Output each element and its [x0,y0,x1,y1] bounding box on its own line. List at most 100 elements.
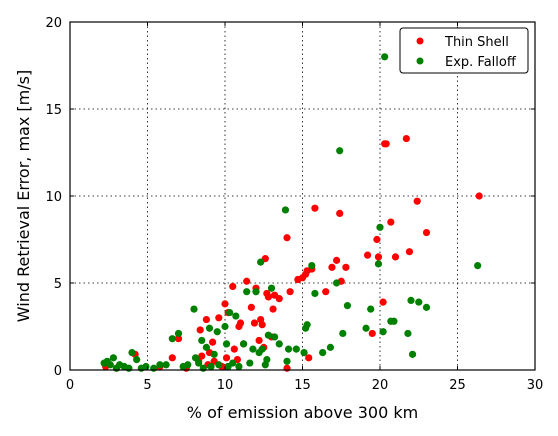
exp-falloff-point [249,345,257,353]
x-tick-label: 25 [449,378,466,393]
thin-shell-point [391,253,400,261]
grid-layer [70,22,535,370]
thin-shell-point [475,192,483,200]
exp-falloff-point [150,364,158,372]
thin-shell-point [250,319,259,327]
thin-shell-point [305,354,313,362]
thin-shell-point [168,354,176,362]
thin-shell-point [229,282,237,291]
exp-falloff-point [207,362,215,371]
thin-shell-point [230,345,238,353]
exp-falloff-point [336,147,344,155]
thin-shell-point [215,314,223,322]
exp-falloff-point [252,288,260,296]
exp-falloff-point [257,258,265,266]
exp-falloff-point [142,362,150,371]
thin-shell-point [373,235,381,244]
exp-falloff-point [229,359,237,367]
thin-shell-point [413,197,421,205]
thin-shell-point [222,354,231,362]
exp-falloff-point [128,349,136,357]
thin-shell-point [422,228,431,237]
y-tick-label: 10 [45,190,62,205]
thin-shell-point [402,134,410,143]
legend-label-thin-shell: Thin Shell [444,35,509,50]
exp-falloff-point [284,345,293,353]
exp-falloff-point [240,340,248,348]
exp-falloff-point [326,343,334,351]
exp-falloff-point [221,322,229,331]
y-axis-label: Wind Retrieval Error, max [m/s] [14,70,33,322]
exp-falloff-point [264,331,272,339]
exp-falloff-point [184,361,192,369]
thin-shell-point [243,277,251,285]
x-axis-label: % of emission above 300 km [187,403,418,422]
exp-falloff-point [190,305,198,313]
exp-falloff-point [474,262,482,270]
exp-falloff-point [232,312,240,320]
exp-falloff-point [243,288,251,296]
thin-shell-point [322,288,330,296]
exp-falloff-point [235,362,243,371]
thin-shell-point [264,293,272,301]
y-tick-label: 0 [54,364,62,379]
exp-falloff-point [376,223,384,231]
exp-falloff-point [343,302,352,310]
exp-falloff-point [367,305,375,313]
exp-falloff-point [106,361,114,369]
legend-marker-thin-shell [416,37,424,45]
thin-shell-point [286,288,294,296]
thin-shell-point [283,364,291,372]
thin-shell-point [333,256,341,264]
exp-falloff-point [205,324,214,332]
thin-shell-point [247,303,255,311]
thin-shell-point [275,295,283,303]
exp-falloff-point [381,53,389,61]
points-layer [100,53,483,372]
x-tick-label: 0 [66,378,74,393]
exp-falloff-point [174,329,183,338]
exp-falloff-point [292,345,300,353]
thin-shell-point [342,263,350,271]
exp-falloff-point [191,354,200,362]
y-tick-label: 15 [45,103,62,118]
thin-shell-point [364,251,372,259]
exp-falloff-point [275,340,283,348]
thin-shell-point [221,300,229,308]
thin-shell-point [336,209,344,217]
thin-shell-point [382,140,390,148]
exp-falloff-point [422,303,431,311]
x-tick-label: 10 [217,378,234,393]
thin-shell-point [258,321,266,329]
exp-falloff-point [415,298,423,306]
exp-falloff-point [226,308,234,317]
exp-falloff-point [198,336,206,345]
thin-shell-point [405,248,414,256]
exp-falloff-point [168,335,176,343]
legend: Thin Shell Exp. Falloff [399,27,529,74]
x-tick-label: 20 [372,378,389,393]
y-tick-label: 20 [45,16,62,31]
thin-shell-point [255,336,263,345]
exp-falloff-point [156,361,164,369]
exp-falloff-point [246,359,254,367]
thin-shell-point [198,352,206,360]
exp-falloff-point [311,289,319,298]
exp-falloff-point [362,324,370,332]
thin-shell-point [387,218,395,226]
x-tick-label: 30 [527,378,544,393]
exp-falloff-point [215,361,223,369]
exp-falloff-point [222,340,231,348]
exp-falloff-point [213,328,221,336]
thin-shell-point [283,234,291,242]
exp-falloff-point [408,350,417,358]
y-tick-label: 5 [54,277,62,292]
thin-shell-point [368,329,376,338]
thin-shell-point [269,305,277,313]
thin-shell-point [374,253,383,261]
exp-falloff-point [407,296,415,304]
legend-marker-exp-falloff [416,57,424,65]
exp-falloff-point [333,279,341,287]
exp-falloff-point [133,355,141,364]
legend-label-exp-falloff: Exp. Falloff [445,55,517,70]
